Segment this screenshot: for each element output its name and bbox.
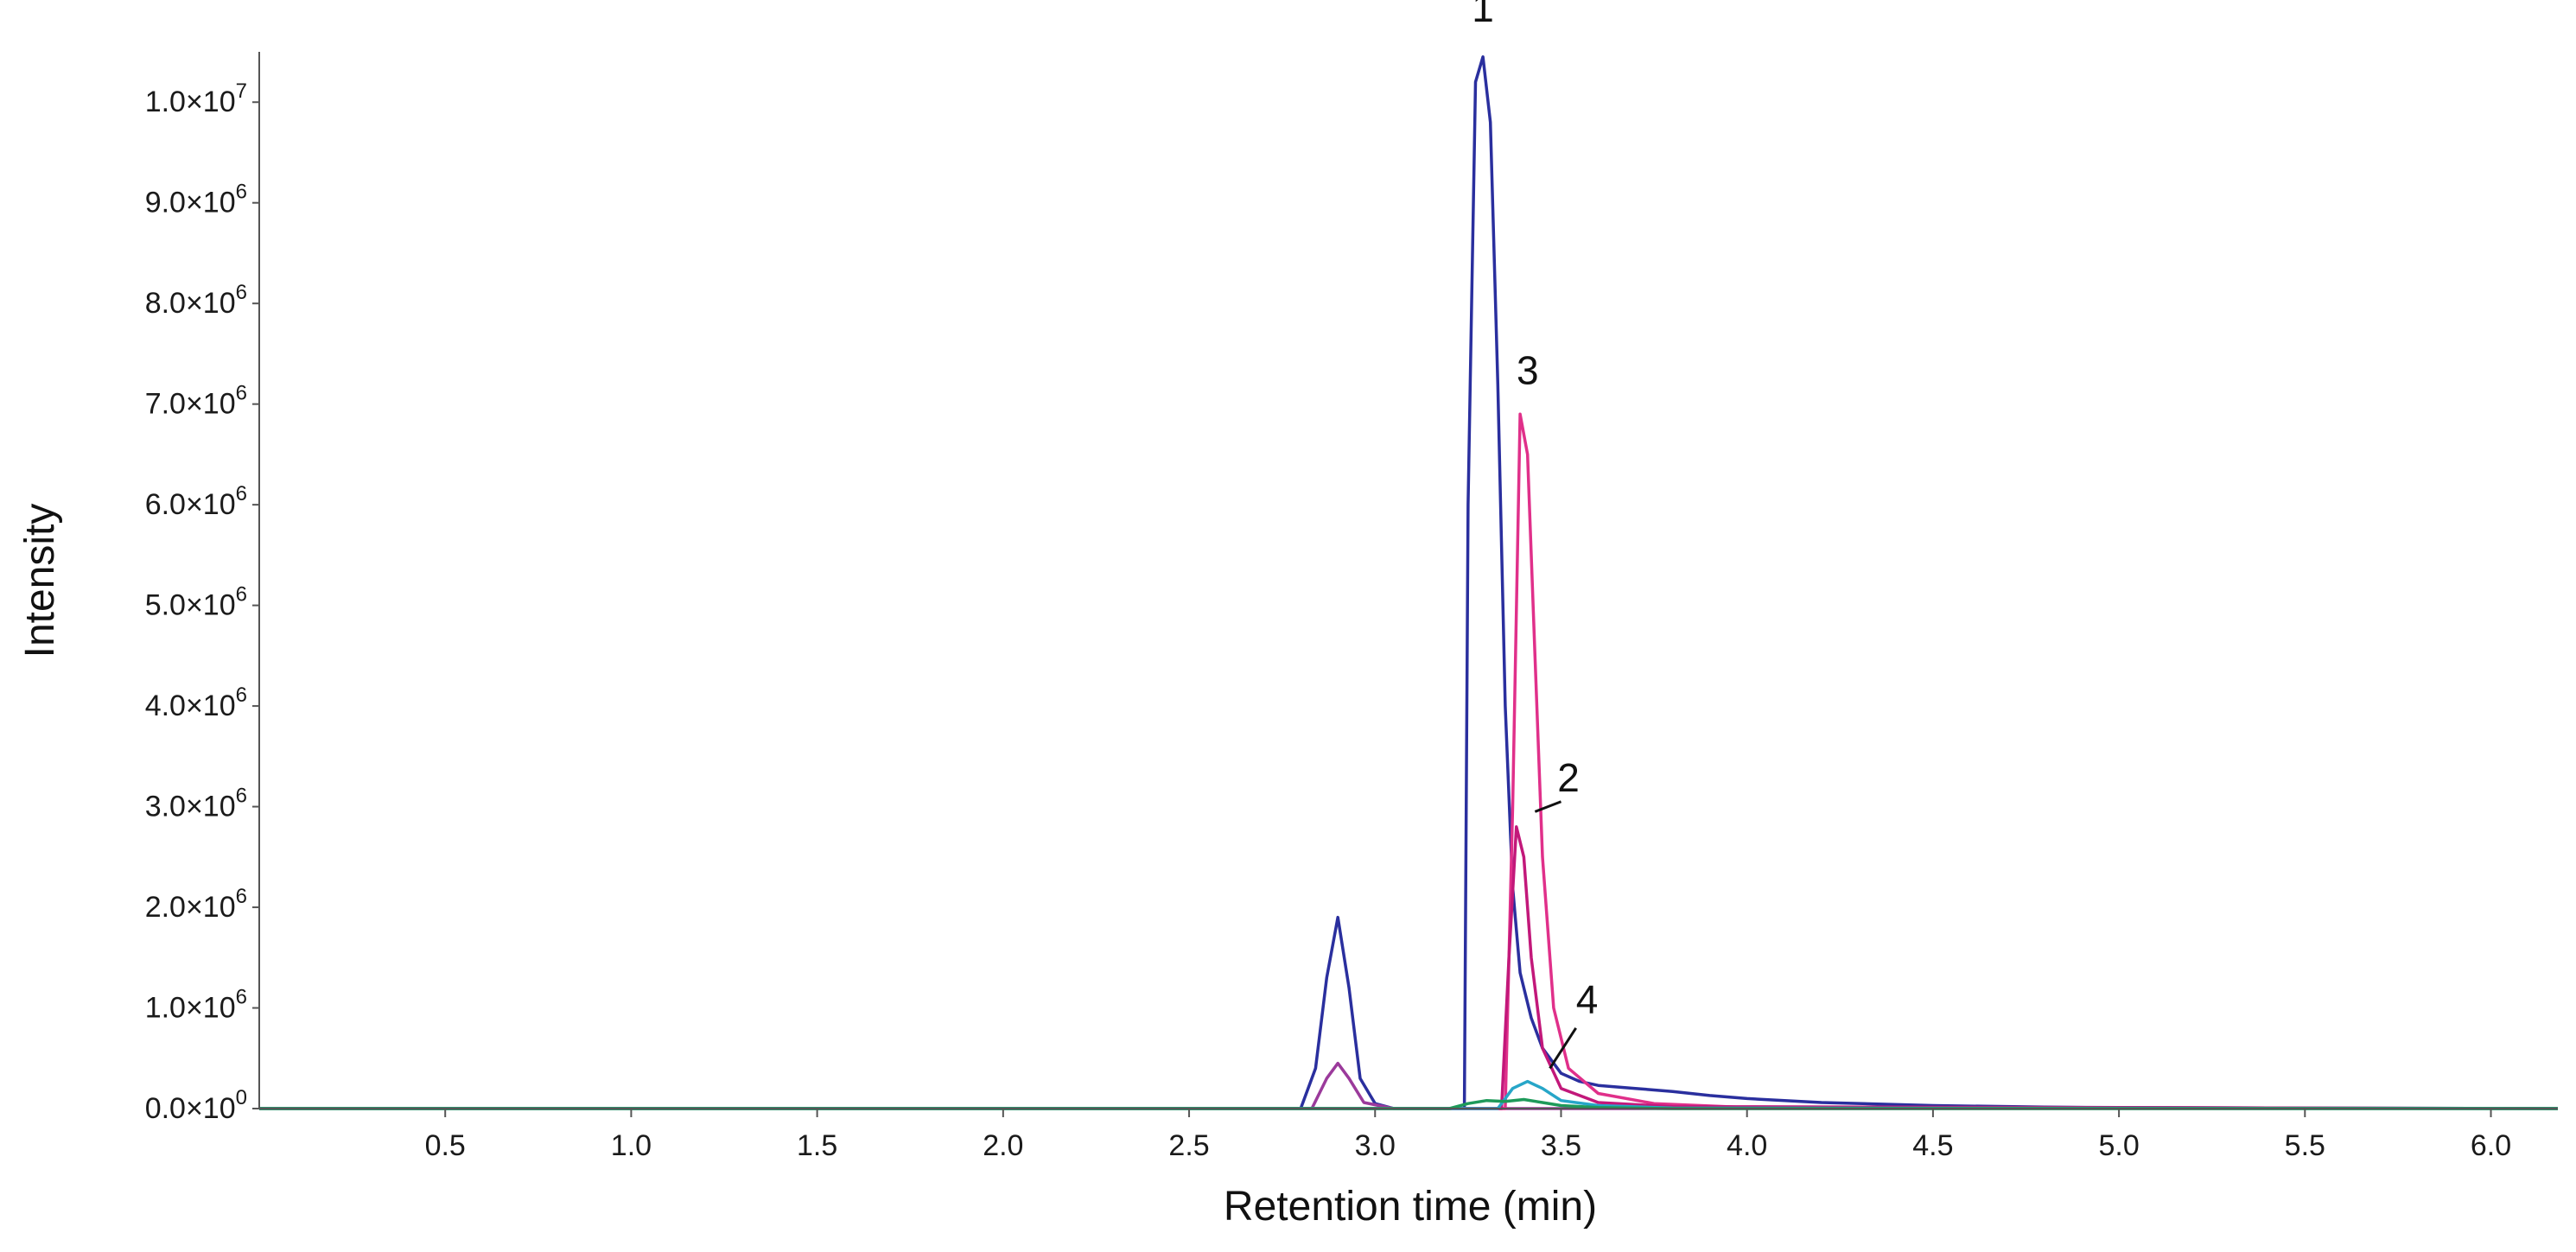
x-tick-label-8: 4.5 — [1912, 1129, 1953, 1162]
x-tick-label-1: 1.0 — [611, 1129, 652, 1162]
x-ticks: 0.5 1.0 1.5 2.0 2.5 3.0 3.5 4.0 4.5 5.0 5.5 6.0 — [425, 1109, 2511, 1162]
peak-annotations: 1 3 2 4 — [1472, 0, 1599, 1070]
series-line-3 — [259, 412, 2559, 1110]
x-tick-label-2: 1.5 — [797, 1129, 837, 1162]
peak-pointer-2 — [1534, 800, 1562, 813]
peak-label-2: 2 — [1557, 755, 1580, 800]
peak-label-1: 1 — [1472, 0, 1494, 30]
series-line-5 — [259, 1079, 2559, 1110]
x-tick-label-5: 3.0 — [1355, 1129, 1396, 1162]
y-tick-label-8: 8.0×106 — [145, 281, 247, 320]
y-tick-label-2: 2.0×106 — [145, 885, 247, 924]
y-tick-label-7: 7.0×106 — [145, 382, 247, 421]
y-axis-title: Intensity — [17, 504, 63, 658]
peak-label-3: 3 — [1517, 347, 1539, 392]
peak-pointer-4 — [1549, 1027, 1577, 1070]
series-line-2 — [259, 1061, 2558, 1110]
x-tick-label-9: 5.0 — [2098, 1129, 2139, 1162]
series-line-6 — [259, 1097, 2558, 1110]
x-tick-label-0: 0.5 — [425, 1129, 466, 1162]
peak-label-4: 4 — [1576, 976, 1599, 1021]
x-tick-label-3: 2.0 — [983, 1129, 1023, 1162]
x-axis-title: Retention time (min) — [1224, 1184, 1597, 1230]
y-tick-label-9: 9.0×106 — [145, 181, 247, 219]
plot-area — [259, 55, 2559, 1110]
series-line-1 — [259, 55, 2559, 1110]
y-tick-label-5: 5.0×106 — [145, 583, 247, 622]
y-tick-label-4: 4.0×106 — [145, 683, 247, 722]
x-tick-label-11: 6.0 — [2471, 1129, 2511, 1162]
y-tick-label-6: 6.0×106 — [145, 482, 247, 521]
y-tick-label-0: 0.0×100 — [145, 1086, 247, 1125]
x-tick-label-4: 2.5 — [1168, 1129, 1209, 1162]
x-tick-label-10: 5.5 — [2285, 1129, 2325, 1162]
x-tick-label-7: 4.0 — [1727, 1129, 1767, 1162]
y-tick-label-1: 1.0×106 — [145, 986, 247, 1025]
series-line-4 — [259, 825, 2559, 1110]
y-ticks: 0.0×100 1.0×106 2.0×106 3.0×106 4.0×106 5.0×1… — [145, 79, 259, 1125]
y-tick-label-3: 3.0×106 — [145, 785, 247, 823]
y-tick-label-10: 1.0×107 — [145, 79, 247, 118]
x-tick-label-6: 3.5 — [1541, 1129, 1581, 1162]
